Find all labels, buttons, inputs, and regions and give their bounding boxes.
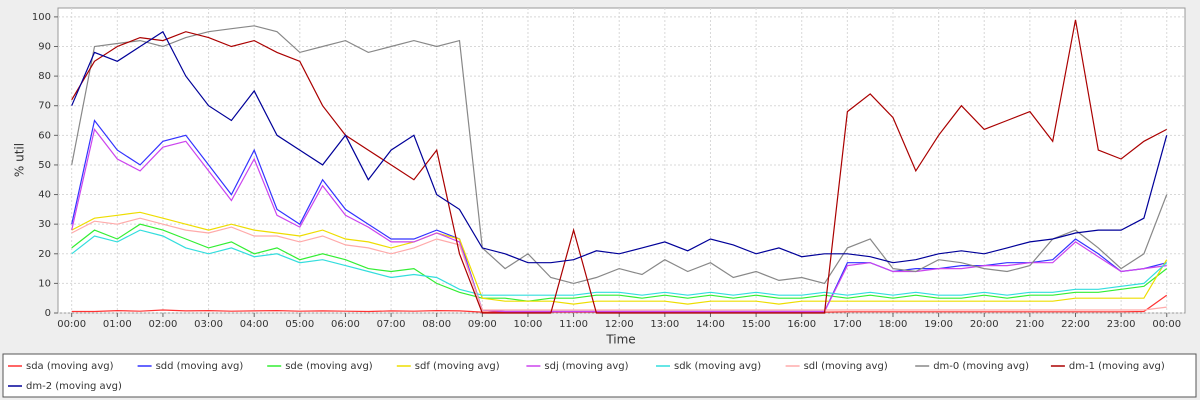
y-axis-title: % util — [13, 143, 27, 177]
x-tick-label: 17:00 — [833, 319, 862, 330]
y-tick-label: 10 — [38, 278, 51, 289]
x-axis-title: Time — [605, 333, 635, 347]
y-tick-label: 20 — [38, 249, 51, 260]
y-tick-label: 40 — [38, 190, 51, 201]
y-tick-label: 80 — [38, 71, 51, 82]
legend-label: sdf (moving avg) — [415, 361, 500, 372]
x-tick-label: 04:00 — [240, 319, 269, 330]
legend-box — [2, 353, 1197, 398]
legend-label: dm-0 (moving avg) — [933, 361, 1029, 372]
x-tick-label: 08:00 — [422, 319, 451, 330]
y-tick-label: 30 — [38, 219, 51, 230]
x-tick-label: 10:00 — [514, 319, 543, 330]
series-line — [71, 217, 1167, 311]
x-tick-label: 23:00 — [1107, 319, 1136, 330]
series-line — [71, 128, 1167, 313]
y-tick-label: 60 — [38, 130, 51, 141]
x-tick-label: 03:00 — [194, 319, 223, 330]
x-tick-label: 00:00 — [1152, 319, 1181, 330]
x-tick-label: 00:00 — [57, 319, 86, 330]
legend-label: dm-2 (moving avg) — [26, 381, 122, 392]
x-tick-label: 15:00 — [742, 319, 771, 330]
series-line — [71, 211, 1168, 305]
legend-label: dm-1 (moving avg) — [1069, 361, 1165, 372]
legend-label: sdl (moving avg) — [804, 361, 888, 372]
x-tick-label: 22:00 — [1061, 319, 1090, 330]
series-line — [71, 223, 1168, 302]
series-line — [71, 19, 1167, 314]
legend-label: sdk (moving avg) — [674, 361, 761, 372]
x-tick-label: 21:00 — [1015, 319, 1044, 330]
x-tick-label: 11:00 — [559, 319, 588, 330]
x-tick-label: 09:00 — [468, 319, 497, 330]
y-tick-label: 70 — [38, 101, 51, 112]
x-tick-label: 06:00 — [331, 319, 360, 330]
x-tick-label: 19:00 — [924, 319, 953, 330]
x-tick-label: 18:00 — [879, 319, 908, 330]
x-tick-label: 20:00 — [970, 319, 999, 330]
plot-area — [57, 7, 1186, 314]
x-tick-label: 13:00 — [650, 319, 679, 330]
x-tick-label: 02:00 — [149, 319, 178, 330]
x-tick-label: 14:00 — [696, 319, 725, 330]
x-tick-label: 01:00 — [103, 319, 132, 330]
legend-label: sda (moving avg) — [26, 361, 114, 372]
legend-label: sdd (moving avg) — [156, 361, 244, 372]
y-tick-label: 100 — [32, 12, 51, 23]
series-line — [71, 25, 1168, 285]
x-tick-label: 16:00 — [787, 319, 816, 330]
series-line — [71, 30, 1168, 264]
legend-label: sdj (moving avg) — [544, 361, 628, 372]
series-line — [71, 229, 1168, 296]
x-tick-label: 05:00 — [285, 319, 314, 330]
x-tick-label: 12:00 — [605, 319, 634, 330]
y-tick-label: 50 — [38, 160, 51, 171]
legend-label: sde (moving avg) — [285, 361, 373, 372]
x-tick-label: 07:00 — [377, 319, 406, 330]
y-tick-label: 90 — [38, 41, 51, 52]
y-tick-label: 0 — [45, 308, 51, 319]
